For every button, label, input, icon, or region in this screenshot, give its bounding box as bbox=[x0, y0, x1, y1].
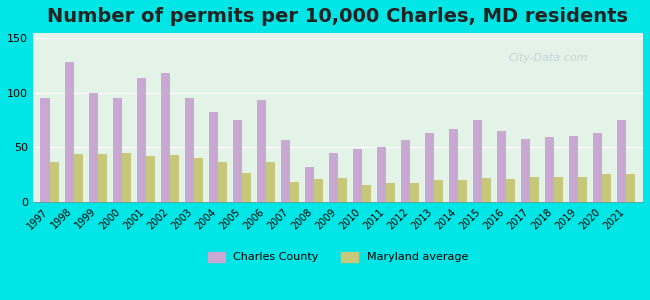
Bar bbox=[458, 180, 467, 202]
Bar bbox=[593, 133, 602, 202]
Bar bbox=[73, 154, 83, 202]
Bar bbox=[185, 98, 194, 202]
Bar bbox=[521, 139, 530, 202]
Bar bbox=[266, 162, 275, 202]
Bar bbox=[88, 93, 98, 202]
Bar bbox=[194, 158, 203, 202]
Bar bbox=[497, 131, 506, 202]
Bar bbox=[233, 120, 242, 202]
Bar bbox=[161, 73, 170, 202]
Bar bbox=[40, 98, 49, 202]
Bar bbox=[257, 100, 266, 202]
Bar bbox=[425, 133, 434, 202]
Legend: Charles County, Maryland average: Charles County, Maryland average bbox=[203, 247, 473, 267]
Bar bbox=[290, 182, 299, 202]
Bar bbox=[410, 183, 419, 202]
Bar bbox=[569, 136, 578, 202]
Bar bbox=[353, 149, 362, 202]
Bar bbox=[482, 178, 491, 202]
Bar bbox=[329, 153, 338, 202]
Bar bbox=[602, 174, 612, 202]
Bar bbox=[473, 120, 482, 202]
Bar bbox=[386, 183, 395, 202]
Bar bbox=[578, 177, 588, 202]
Bar bbox=[146, 156, 155, 202]
Bar bbox=[305, 167, 314, 202]
Bar bbox=[449, 129, 458, 202]
Bar bbox=[122, 153, 131, 202]
Bar bbox=[314, 179, 323, 202]
Bar bbox=[530, 177, 540, 202]
Bar bbox=[136, 78, 146, 202]
Bar bbox=[506, 179, 515, 202]
Text: City-Data.com: City-Data.com bbox=[509, 53, 588, 63]
Title: Number of permits per 10,000 Charles, MD residents: Number of permits per 10,000 Charles, MD… bbox=[47, 7, 629, 26]
Bar bbox=[401, 140, 410, 202]
Bar bbox=[98, 154, 107, 202]
Bar bbox=[554, 177, 564, 202]
Bar bbox=[362, 185, 371, 202]
Bar bbox=[338, 178, 347, 202]
Bar bbox=[617, 120, 626, 202]
Bar bbox=[209, 112, 218, 202]
Bar bbox=[434, 180, 443, 202]
Bar bbox=[218, 162, 227, 202]
Bar bbox=[377, 147, 386, 202]
Bar bbox=[64, 62, 73, 202]
Bar bbox=[112, 98, 122, 202]
Bar bbox=[242, 173, 251, 202]
Bar bbox=[545, 137, 554, 202]
Bar bbox=[170, 155, 179, 202]
Bar bbox=[626, 174, 635, 202]
Bar bbox=[49, 162, 58, 202]
Bar bbox=[281, 140, 290, 202]
